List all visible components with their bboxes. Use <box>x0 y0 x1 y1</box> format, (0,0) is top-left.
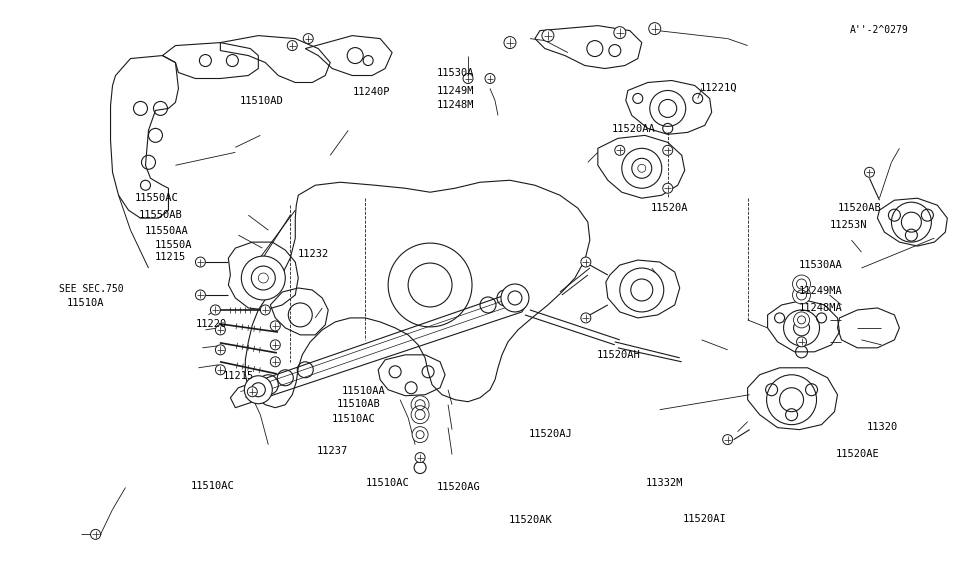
Text: A''-2^0279: A''-2^0279 <box>849 25 909 35</box>
Circle shape <box>260 305 270 315</box>
Text: 11510AC: 11510AC <box>190 481 234 491</box>
Circle shape <box>615 145 625 155</box>
Circle shape <box>793 275 810 293</box>
Text: 11510AC: 11510AC <box>366 478 410 488</box>
Polygon shape <box>378 355 445 396</box>
Text: 11510AA: 11510AA <box>341 387 385 396</box>
Text: 11550AC: 11550AC <box>136 194 178 203</box>
Text: 11520AJ: 11520AJ <box>528 430 572 439</box>
Circle shape <box>245 376 272 404</box>
Polygon shape <box>230 290 527 408</box>
Text: 11510AB: 11510AB <box>336 400 380 409</box>
Text: 11253N: 11253N <box>830 220 868 230</box>
Text: 11510AD: 11510AD <box>239 96 283 106</box>
Text: 11332M: 11332M <box>645 478 682 488</box>
Circle shape <box>620 268 664 312</box>
Circle shape <box>288 41 297 50</box>
Text: 11530AA: 11530AA <box>800 260 842 270</box>
Text: 11550AB: 11550AB <box>139 210 182 220</box>
Circle shape <box>411 396 429 414</box>
Text: 11530A: 11530A <box>437 68 475 78</box>
Circle shape <box>215 365 225 375</box>
Circle shape <box>663 183 673 193</box>
Text: 11520AI: 11520AI <box>682 514 726 524</box>
Circle shape <box>797 337 806 347</box>
Text: 11520AG: 11520AG <box>437 482 481 492</box>
Circle shape <box>411 406 429 424</box>
Text: 11232: 11232 <box>297 248 329 259</box>
Circle shape <box>242 256 286 300</box>
Text: 11520AE: 11520AE <box>836 448 879 458</box>
Circle shape <box>766 375 816 424</box>
Text: 11249MA: 11249MA <box>800 286 842 297</box>
Text: 11215: 11215 <box>154 252 186 262</box>
Circle shape <box>663 145 673 155</box>
Circle shape <box>794 312 809 328</box>
Circle shape <box>195 290 206 300</box>
Text: 11510A: 11510A <box>67 298 104 308</box>
Text: 11215: 11215 <box>222 371 254 381</box>
Circle shape <box>722 435 732 445</box>
Circle shape <box>501 284 529 312</box>
Circle shape <box>195 257 206 267</box>
Text: 11220: 11220 <box>195 319 226 329</box>
Text: 11240P: 11240P <box>353 87 391 97</box>
Circle shape <box>581 257 591 267</box>
Text: 11520AH: 11520AH <box>597 350 641 361</box>
Text: 11249M: 11249M <box>437 86 475 96</box>
Text: 11520A: 11520A <box>651 203 688 213</box>
Text: 11520AB: 11520AB <box>838 203 881 213</box>
Text: 11248MA: 11248MA <box>800 303 842 314</box>
Circle shape <box>542 29 554 41</box>
Circle shape <box>784 310 820 346</box>
Circle shape <box>215 325 225 335</box>
Circle shape <box>270 340 280 350</box>
Circle shape <box>614 27 626 38</box>
Circle shape <box>215 345 225 355</box>
Circle shape <box>91 529 100 539</box>
Circle shape <box>891 202 931 242</box>
Circle shape <box>415 453 425 462</box>
Text: 11550AA: 11550AA <box>145 226 188 236</box>
Circle shape <box>793 286 810 304</box>
Circle shape <box>303 33 313 44</box>
Circle shape <box>648 23 661 35</box>
Text: SEE SEC.750: SEE SEC.750 <box>59 284 124 294</box>
Text: 11320: 11320 <box>867 422 898 432</box>
Text: 11237: 11237 <box>317 446 348 456</box>
Circle shape <box>412 427 428 443</box>
Text: 11248M: 11248M <box>437 100 475 110</box>
Text: 11550A: 11550A <box>154 239 192 250</box>
Circle shape <box>485 74 495 84</box>
Circle shape <box>649 91 685 126</box>
Circle shape <box>865 168 875 177</box>
Circle shape <box>622 148 662 188</box>
Circle shape <box>270 321 280 331</box>
Circle shape <box>248 387 257 397</box>
Text: 11221Q: 11221Q <box>700 83 737 93</box>
Text: 11520AA: 11520AA <box>612 125 656 135</box>
Circle shape <box>211 305 220 315</box>
Text: 11510AC: 11510AC <box>332 414 375 423</box>
Circle shape <box>581 313 591 323</box>
Circle shape <box>504 37 516 49</box>
Text: 11520AK: 11520AK <box>509 515 553 525</box>
Circle shape <box>463 74 473 84</box>
Circle shape <box>270 357 280 367</box>
